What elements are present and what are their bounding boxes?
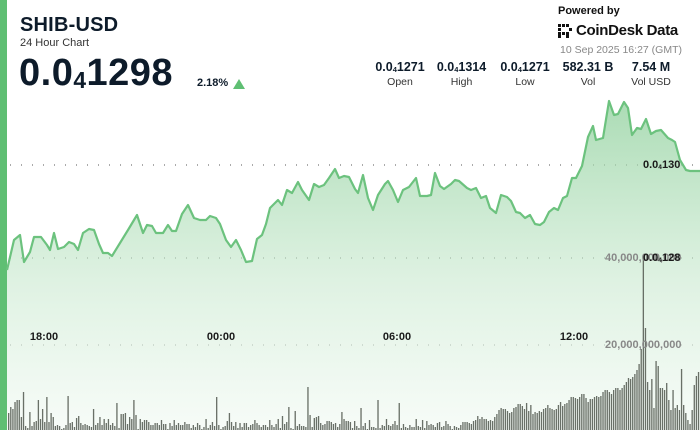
powered-by-label: Powered by xyxy=(558,5,620,17)
price-area-fill xyxy=(7,101,700,430)
stat-high: 0.041314 High xyxy=(436,60,487,88)
stats-row: 0.041271 Open 0.041314 High 0.041271 Low… xyxy=(371,60,682,88)
timestamp: 10 Sep 2025 16:27 (GMT) xyxy=(560,44,682,56)
stat-low: 0.041271 Low xyxy=(500,60,550,88)
stat-open: 0.041271 Open xyxy=(375,60,425,88)
x-tick-1800: 18:00 xyxy=(29,331,59,343)
coindesk-data-logo: CoinDesk Data xyxy=(558,22,678,39)
stat-vol: 582.31 B Vol xyxy=(562,60,614,88)
price-axis-label-130: 0.04130 xyxy=(643,159,681,171)
price-axis-label-128: 0.04128 xyxy=(643,252,681,264)
x-tick-0600: 06:00 xyxy=(382,331,412,343)
logo-text: CoinDesk Data xyxy=(576,22,678,39)
symbol-title: SHIB-USD xyxy=(20,14,119,36)
x-tick-0000: 00:00 xyxy=(206,331,236,343)
volume-axis-label-20b: 20,000,000,000 xyxy=(605,339,682,351)
up-triangle-icon xyxy=(233,79,245,89)
coindesk-logo-icon xyxy=(558,23,572,38)
price-line xyxy=(5,99,700,271)
current-price: 0.041298 xyxy=(19,52,174,94)
x-tick-1200: 12:00 xyxy=(559,331,589,343)
change-percent: 2.18% xyxy=(197,77,229,89)
accent-bar xyxy=(0,0,7,430)
stat-vol-usd: 7.54 M Vol USD xyxy=(631,60,671,88)
volume-bars xyxy=(8,258,700,430)
chart-subtitle: 24 Hour Chart xyxy=(20,37,90,49)
volume-axis-label-40b: 40,000,000,000 xyxy=(605,252,682,264)
